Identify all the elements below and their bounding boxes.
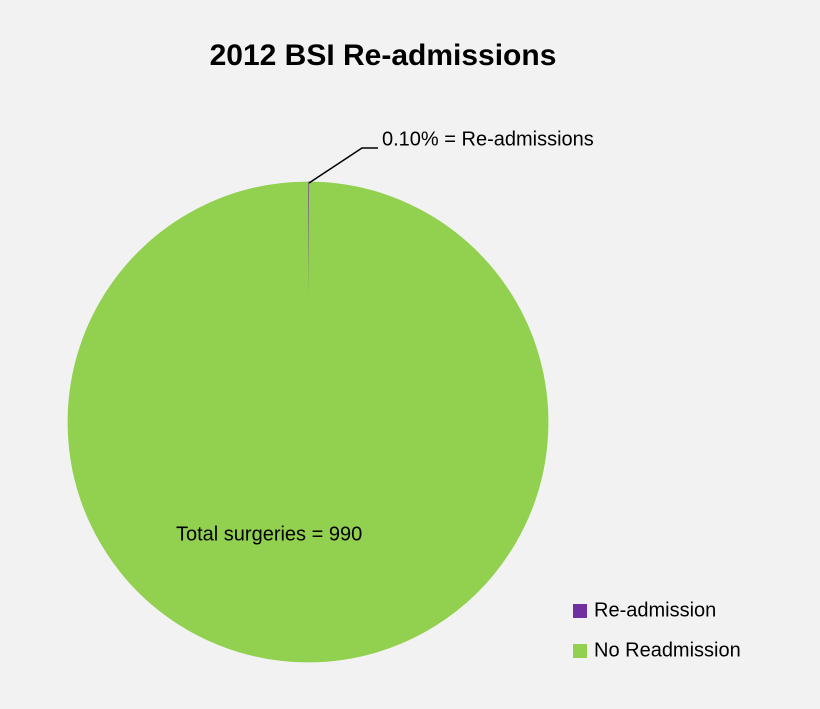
legend-label: Re-admission: [594, 599, 716, 621]
pie: [67, 181, 549, 663]
pie-slice: [67, 181, 549, 663]
legend-swatch: [573, 644, 587, 658]
leader-line: [308, 147, 378, 184]
annotation: Total surgeries = 990: [176, 523, 362, 545]
legend-label: No Readmission: [594, 639, 741, 661]
chart-title: 2012 BSI Re-admissions: [210, 39, 557, 72]
legend-swatch: [573, 604, 587, 618]
data-label: 0.10% = Re-admissions: [382, 128, 594, 150]
